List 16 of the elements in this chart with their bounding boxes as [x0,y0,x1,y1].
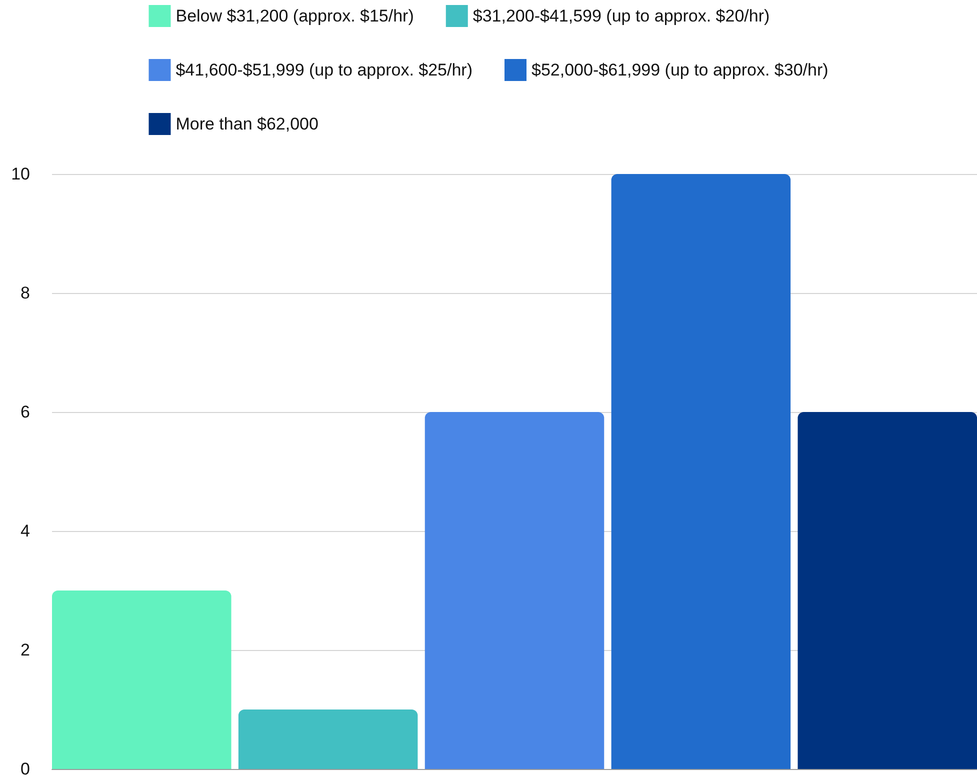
bar [238,710,418,769]
legend-label: More than $62,000 [176,114,318,134]
legend-label: Below $31,200 (approx. $15/hr) [176,6,414,26]
bar [798,412,977,769]
y-tick-label: 0 [20,760,30,778]
legend-label: $52,000-$61,999 (up to approx. $30/hr) [532,60,828,80]
bar [424,412,604,769]
y-tick-label: 6 [20,402,30,422]
y-tick-label: 10 [11,164,30,184]
legend-label: $31,200-$41,599 (up to approx. $20/hr) [472,6,770,26]
y-tick-label: 8 [20,284,30,302]
y-tick-label: 4 [20,522,30,540]
legend-label: $41,600-$51,999 (up to approx. $25/hr) [176,60,473,80]
bar [52,590,232,769]
bar [611,174,791,769]
y-tick-label: 2 [20,640,30,660]
